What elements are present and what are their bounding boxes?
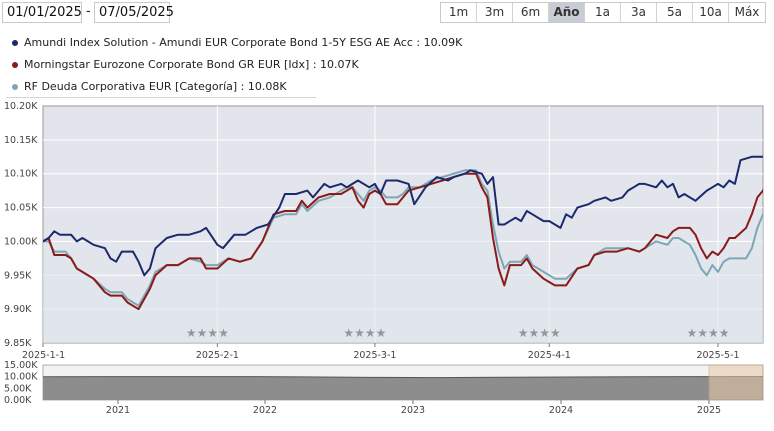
range-button-10a[interactable]: 10a	[693, 3, 729, 22]
y-tick-label: 10.05K	[4, 203, 38, 214]
legend-marker-category	[12, 84, 18, 90]
y-tick-label: 9.90K	[4, 304, 32, 315]
legend-item-index[interactable]: Morningstar Eurozone Corporate Bond GR E…	[12, 54, 462, 76]
legend-item-category[interactable]: RF Deuda Corporativa EUR [Categoría] : 1…	[12, 76, 462, 98]
navigator-y-tick-label: 5.00K	[4, 383, 32, 394]
range-button-3a[interactable]: 3a	[621, 3, 657, 22]
series-line-index	[43, 172, 763, 311]
x-tick-label: 2025-5-1	[696, 350, 739, 361]
navigator-x-tick-label: 2022	[253, 405, 277, 416]
range-button-1m[interactable]: 1m	[441, 3, 477, 22]
navigator-series-line	[42, 376, 764, 379]
series-area-category	[43, 170, 763, 343]
y-tick-label: 10.10K	[4, 169, 38, 180]
range-button-max[interactable]: Máx	[729, 3, 765, 22]
y-tick-label: 9.85K	[4, 338, 32, 349]
navigator-y-tick-label: 10.00K	[4, 372, 38, 383]
range-button-1a[interactable]: 1a	[585, 3, 621, 22]
range-button-6m[interactable]: 6m	[513, 3, 549, 22]
range-button-5a[interactable]: 5a	[657, 3, 693, 22]
x-tick-label: 2025-4-1	[528, 350, 571, 361]
x-tick-label: 2025-2-1	[196, 350, 239, 361]
series-line-fund	[43, 155, 763, 277]
x-tick-label: 2025-1-1	[22, 350, 65, 361]
navigator-selection	[708, 364, 764, 401]
range-button-ytd[interactable]: Año	[549, 3, 585, 22]
legend-marker-fund	[12, 40, 18, 46]
navigator-series-area	[43, 376, 763, 400]
legend-divider	[6, 97, 316, 98]
y-tick-label: 10.20K	[4, 101, 38, 112]
legend-label-category: RF Deuda Corporativa EUR [Categoría] : 1…	[24, 80, 287, 93]
legend-label-fund: Amundi Index Solution - Amundi EUR Corpo…	[24, 36, 463, 49]
legend-item-fund[interactable]: Amundi Index Solution - Amundi EUR Corpo…	[12, 32, 462, 54]
legend-marker-index	[12, 62, 18, 68]
date-separator: -	[86, 4, 91, 19]
chart-legend: Amundi Index Solution - Amundi EUR Corpo…	[12, 32, 462, 98]
date-to-input[interactable]: 07/05/2025	[94, 2, 174, 23]
y-tick-label: 10.15K	[4, 135, 38, 146]
date-from-input[interactable]: 01/01/2025	[2, 2, 82, 23]
y-tick-label: 10.00K	[4, 236, 38, 247]
navigator-y-tick-label: 0.00K	[4, 395, 32, 406]
navigator-x-tick-label: 2023	[401, 405, 425, 416]
y-tick-label: 9.95K	[4, 270, 32, 281]
navigator-y-tick-label: 15.00K	[4, 360, 38, 371]
range-selector: 1m 3m 6m Año 1a 3a 5a 10a Máx	[440, 2, 766, 23]
navigator-x-tick-label: 2021	[106, 405, 130, 416]
x-tick-label: 2025-3-1	[353, 350, 396, 361]
range-button-3m[interactable]: 3m	[477, 3, 513, 22]
navigator-x-tick-label: 2024	[549, 405, 573, 416]
navigator-x-tick-label: 2025	[697, 405, 721, 416]
legend-label-index: Morningstar Eurozone Corporate Bond GR E…	[24, 58, 359, 71]
